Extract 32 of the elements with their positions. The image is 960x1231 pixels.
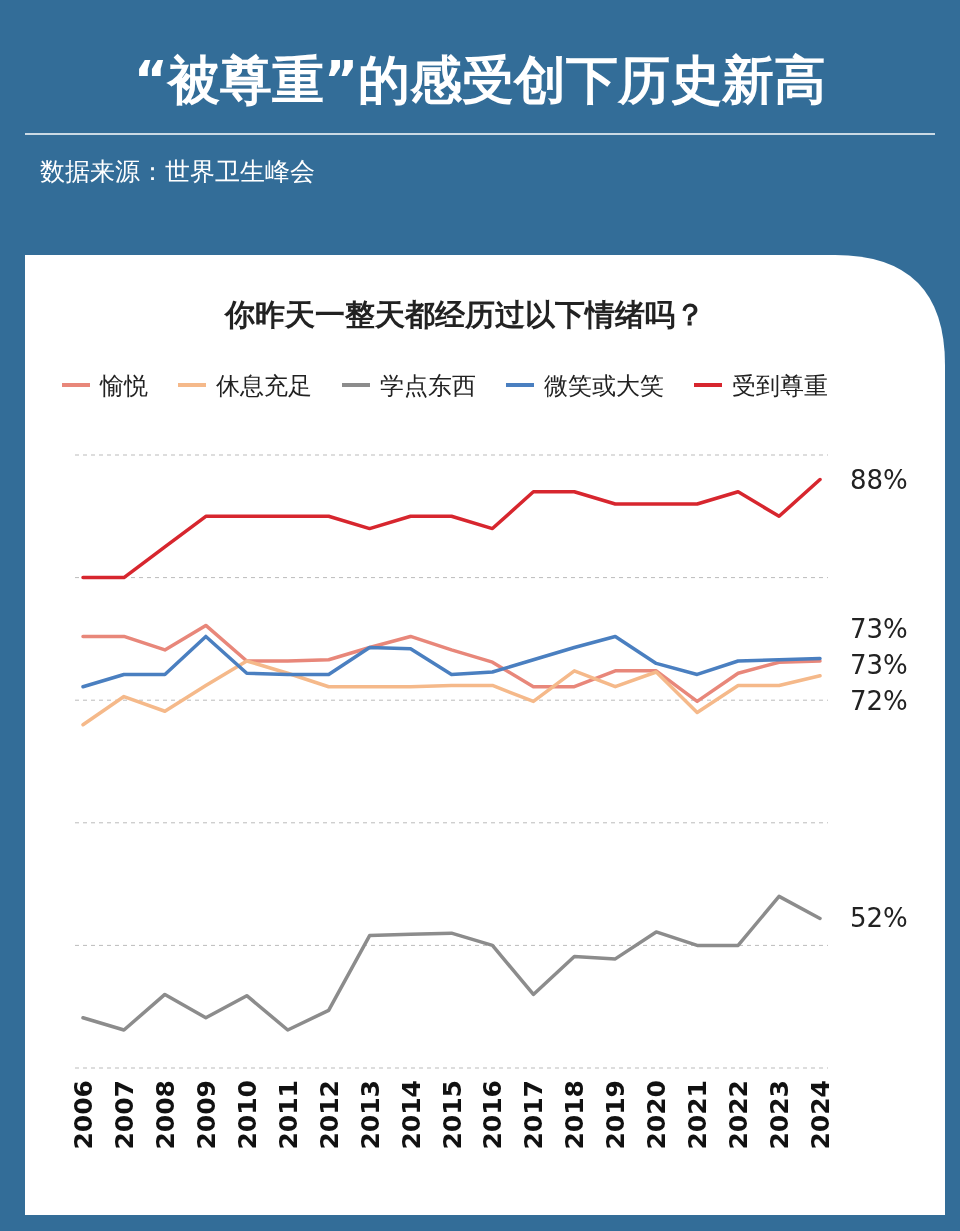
chart-subtitle: 你昨天一整天都经历过以下情绪吗？ bbox=[223, 297, 705, 332]
data-label: 73% bbox=[850, 650, 908, 681]
x-tick-label: 2016 bbox=[478, 1080, 508, 1150]
x-tick-label: 2012 bbox=[314, 1080, 344, 1150]
x-tick-label: 2018 bbox=[560, 1080, 590, 1150]
x-tick-label: 2015 bbox=[437, 1080, 467, 1150]
x-tick-label: 2019 bbox=[601, 1080, 631, 1150]
legend-label: 受到尊重 bbox=[732, 372, 828, 400]
legend-label: 愉悦 bbox=[99, 372, 148, 400]
data-label: 88% bbox=[850, 464, 908, 495]
x-tick-label: 2024 bbox=[806, 1080, 835, 1150]
x-tick-label: 2017 bbox=[519, 1080, 549, 1150]
x-tick-label: 2013 bbox=[355, 1080, 385, 1150]
legend-label: 学点东西 bbox=[380, 372, 476, 400]
legend-label: 休息充足 bbox=[216, 372, 312, 400]
legend-label: 微笑或大笑 bbox=[544, 372, 664, 400]
x-tick-label: 2014 bbox=[396, 1080, 426, 1150]
chart-title: “被尊重”的感受创下历史新高 bbox=[133, 50, 827, 110]
data-label: 52% bbox=[850, 903, 908, 934]
x-tick-label: 2010 bbox=[232, 1080, 262, 1150]
x-tick-label: 2007 bbox=[109, 1080, 139, 1150]
data-label: 72% bbox=[850, 686, 908, 717]
x-tick-label: 2022 bbox=[724, 1080, 754, 1150]
data-label: 73% bbox=[850, 614, 908, 645]
x-tick-label: 2009 bbox=[191, 1080, 221, 1150]
x-tick-label: 2021 bbox=[683, 1080, 713, 1150]
x-tick-label: 2020 bbox=[642, 1080, 672, 1150]
source-note: 数据来源：世界卫生峰会 bbox=[40, 157, 315, 186]
x-tick-label: 2008 bbox=[150, 1080, 180, 1150]
x-tick-label: 2011 bbox=[273, 1080, 303, 1150]
x-tick-label: 2006 bbox=[69, 1080, 98, 1150]
x-tick-label: 2023 bbox=[765, 1080, 795, 1150]
